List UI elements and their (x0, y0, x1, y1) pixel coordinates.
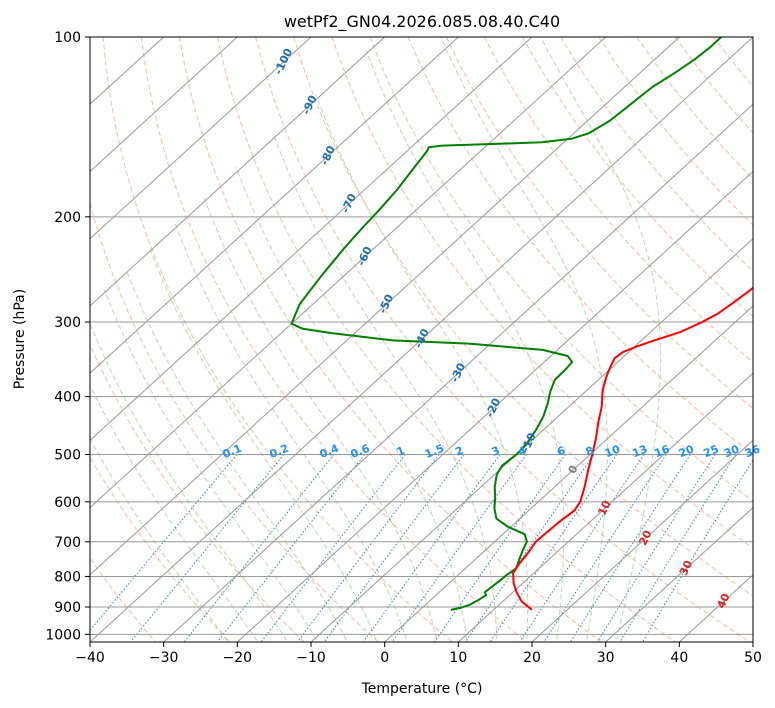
isotherm-label: 10 (595, 498, 613, 518)
mixing-ratio-label: 16 (653, 442, 672, 460)
mixing-ratio-label: 2 (453, 444, 465, 459)
dry-adiabat-line (178, 37, 603, 642)
dry-adiabat-line (90, 557, 157, 642)
mixing-ratio-label: 10 (603, 442, 622, 460)
isotherm-line (531, 439, 753, 642)
mixing-ratio-line (569, 454, 691, 642)
mixing-ratio-line (464, 454, 595, 642)
mixing-ratio-label: 1 (395, 444, 407, 459)
y-tick-label: 600 (54, 495, 81, 511)
mixing-ratio-label: 30 (722, 442, 741, 460)
mixing-ratio-label: 13 (630, 442, 649, 460)
moist-adiabat-line (149, 247, 378, 642)
mixing-ratio-line (183, 454, 335, 642)
isotherm-line (90, 37, 680, 576)
x-tick-label: 30 (597, 650, 615, 666)
x-tick-label: 10 (449, 650, 467, 666)
moist-adiabat-line (365, 49, 565, 642)
mixing-ratio-line (519, 454, 645, 642)
x-tick-label: 50 (744, 650, 762, 666)
y-tick-label: 700 (54, 535, 81, 551)
dry-adiabat-line (522, 37, 753, 318)
y-tick-label: 800 (54, 569, 81, 585)
isotherm-line (163, 103, 753, 642)
dry-adiabat-line (90, 201, 380, 642)
mixing-ratio-label: 20 (677, 442, 696, 460)
x-tick-label: 0 (380, 650, 389, 666)
moist-adiabat-line (203, 196, 438, 642)
dry-adiabat-line (90, 456, 231, 642)
dry-adiabat-line (293, 37, 753, 597)
mixing-ratio-line (433, 454, 566, 642)
mixing-ratio-line (90, 454, 238, 632)
temperature-line (512, 286, 753, 611)
chart-title: wetPf2_GN04.2026.085.08.40.C40 (284, 12, 560, 32)
y-tick-label: 200 (54, 210, 81, 226)
isotherm-line (90, 37, 533, 442)
mixing-ratio-line (362, 454, 501, 642)
dry-adiabat-line (369, 37, 753, 502)
x-axis-label: Temperature (°C) (361, 681, 483, 697)
mixing-ratio-label: 25 (702, 442, 721, 460)
x-tick-label: 40 (670, 650, 688, 666)
y-tick-label: 500 (54, 448, 81, 464)
dry-adiabat-line (445, 37, 753, 409)
moist-adiabat-line (174, 223, 408, 642)
dry-adiabat-line (483, 37, 753, 363)
y-axis-label: Pressure (hPa) (12, 289, 28, 389)
y-tick-label: 300 (54, 315, 81, 331)
moist-adiabat-line (125, 269, 348, 642)
mixing-ratio-label: 3 (490, 444, 502, 459)
moist-adiabat-line (90, 437, 229, 642)
isotherm-line (90, 37, 238, 173)
dry-adiabat-line (90, 343, 305, 642)
isotherm-line (236, 170, 753, 642)
x-tick-label: −30 (149, 650, 179, 666)
dry-adiabat-line (140, 37, 528, 642)
x-tick-label: −20 (223, 650, 253, 666)
y-tick-label: 900 (54, 600, 81, 616)
isotherm-line (90, 37, 312, 240)
x-tick-label: −40 (75, 650, 105, 666)
isotherm-line (90, 37, 607, 509)
y-tick-label: 100 (54, 30, 81, 46)
mixing-ratio-line (216, 454, 366, 642)
mixing-ratio-line (260, 454, 406, 642)
isotherm-label: 30 (677, 558, 695, 578)
isotherm-line (90, 37, 386, 307)
moist-adiabat-line (540, 37, 661, 642)
moist-adiabat-line (90, 383, 259, 642)
isotherm-line (90, 37, 753, 642)
y-tick-label: 400 (54, 390, 81, 406)
moist-adiabat-line (235, 166, 468, 642)
moist-adiabat-line (104, 289, 319, 642)
isotherm-line (90, 37, 459, 374)
mixing-ratio-line (543, 454, 667, 642)
x-tick-label: −10 (296, 650, 326, 666)
mixing-ratio-label: 8 (584, 444, 596, 459)
isotherm-line (605, 506, 753, 642)
dry-adiabat-line (331, 37, 753, 549)
y-tick-label: 1000 (45, 627, 81, 643)
x-tick-label: 20 (523, 650, 541, 666)
isotherm-line (310, 237, 753, 642)
mixing-ratio-line (619, 454, 737, 642)
isotherm-label: 20 (636, 528, 654, 548)
isotherm-line (384, 305, 753, 642)
isotherm-line (457, 372, 753, 642)
mixing-ratio-line (323, 454, 465, 642)
isotherm-label: 40 (715, 591, 733, 611)
plot-frame (89, 36, 754, 643)
moist-adiabat-line (440, 37, 608, 642)
